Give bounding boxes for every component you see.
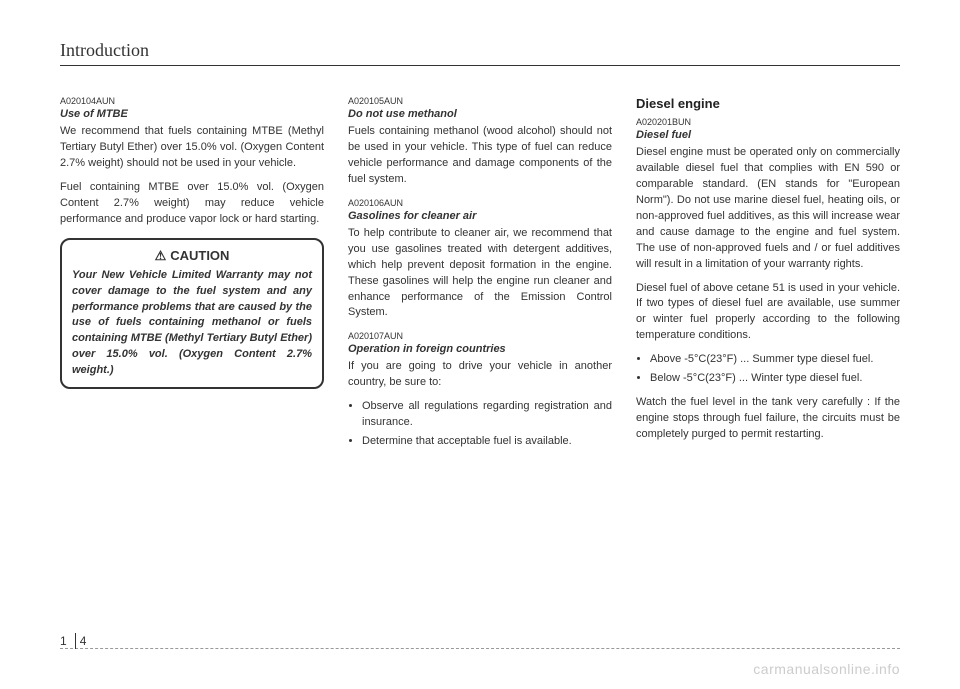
column-2: A020105AUN Do not use methanol Fuels con…	[348, 96, 612, 458]
list-item: Determine that acceptable fuel is availa…	[362, 434, 612, 450]
body-paragraph: Fuels containing methanol (wood alcohol)…	[348, 124, 612, 188]
chapter-number: 1	[60, 634, 71, 648]
list-item: Below -5°C(23°F) ... Winter type diesel …	[650, 371, 900, 387]
section-code: A020106AUN	[348, 198, 612, 208]
caution-title: ⚠CAUTION	[72, 248, 312, 264]
list-item: Observe all regulations regarding regist…	[362, 399, 612, 431]
body-paragraph: We recommend that fuels containing MTBE …	[60, 124, 324, 172]
section-code: A020107AUN	[348, 331, 612, 341]
body-paragraph: Watch the fuel level in the tank very ca…	[636, 395, 900, 443]
section-code: A020105AUN	[348, 96, 612, 106]
footer-rule	[60, 648, 900, 649]
section-subhead: Do not use methanol	[348, 108, 612, 120]
section-code: A020104AUN	[60, 96, 324, 106]
section-subhead: Operation in foreign countries	[348, 343, 612, 355]
section-subhead: Use of MTBE	[60, 108, 324, 120]
body-paragraph: If you are going to drive your vehicle i…	[348, 359, 612, 391]
column-1: A020104AUN Use of MTBE We recommend that…	[60, 96, 324, 458]
caution-box: ⚠CAUTION Your New Vehicle Limited Warran…	[60, 238, 324, 390]
page-number: 4	[80, 634, 87, 648]
column-3: Diesel engine A020201BUN Diesel fuel Die…	[636, 96, 900, 458]
body-paragraph: Diesel engine must be operated only on c…	[636, 145, 900, 273]
body-paragraph: Diesel fuel of above cetane 51 is used i…	[636, 281, 900, 345]
page-separator	[75, 633, 76, 649]
watermark: carmanualsonline.info	[753, 661, 900, 677]
section-code: A020201BUN	[636, 117, 900, 127]
bullet-list: Above -5°C(23°F) ... Summer type diesel …	[636, 352, 900, 387]
section-heading: Diesel engine	[636, 96, 900, 111]
caution-body: Your New Vehicle Limited Warranty may no…	[72, 268, 312, 380]
bullet-list: Observe all regulations regarding regist…	[348, 399, 612, 450]
section-subhead: Diesel fuel	[636, 129, 900, 141]
footer	[60, 648, 900, 649]
list-item: Above -5°C(23°F) ... Summer type diesel …	[650, 352, 900, 368]
section-subhead: Gasolines for cleaner air	[348, 210, 612, 222]
body-paragraph: Fuel containing MTBE over 15.0% vol. (Ox…	[60, 180, 324, 228]
content-columns: A020104AUN Use of MTBE We recommend that…	[60, 96, 900, 458]
caution-label: CAUTION	[170, 248, 229, 263]
page-number-block: 1 4	[60, 633, 86, 649]
body-paragraph: To help contribute to cleaner air, we re…	[348, 226, 612, 322]
page-header: Introduction	[60, 40, 900, 66]
warning-icon: ⚠	[155, 248, 167, 263]
